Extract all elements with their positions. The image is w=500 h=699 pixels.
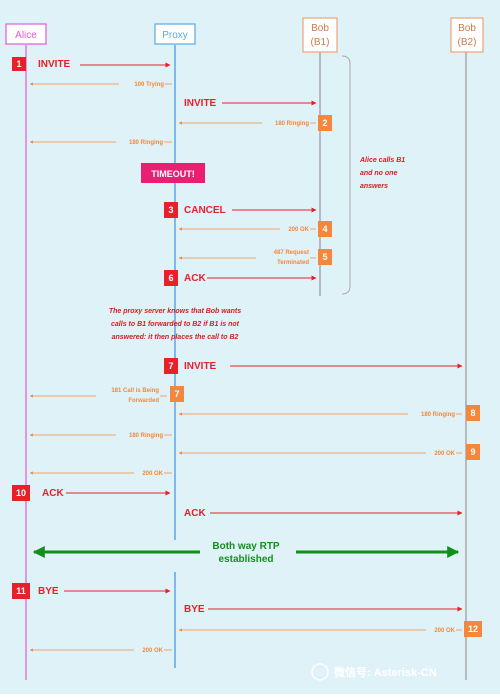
badge-9 [466,444,480,460]
badge-6 [164,270,178,286]
participant-alice: Alice [5,23,47,45]
badge-4 [318,221,332,237]
badge-1-label: 1 [16,59,21,69]
msg-100-trying: 100 Trying [134,82,164,88]
badge-3-label: 3 [168,205,173,215]
badge-8 [466,405,480,421]
badge-8-label: 8 [470,408,475,418]
participant-proxy: Proxy [154,23,196,45]
msg-ack-alice: ACK [42,488,64,499]
badge-12 [464,621,482,637]
msg-200-ok-alice: 200 OK [142,471,163,477]
badge-7-label: 7 [168,361,173,371]
msg-200-ok-bye-alice: 200 OK [142,648,163,654]
note-alice-calls-line2: and no one [360,170,397,177]
participant-bob2: Bob (B2) [450,17,484,53]
note-bracket [341,55,351,295]
msg-invite-1: INVITE [38,59,71,70]
rtp-label-line1: Both way RTP [212,541,280,552]
badge-11-label: 11 [16,586,26,596]
msg-180-ringing-b1: 180 Ringing [275,121,309,127]
participant-bob1: Bob (B1) [302,17,338,53]
note-proxy-line2: calls to B1 forwarded to B2 if B1 is not [111,321,240,328]
badge-12-label: 12 [468,624,478,634]
badge-10-label: 10 [16,488,26,498]
rtp-label-line2: established [218,554,273,565]
msg-181-line2: Forwarded [128,398,159,404]
badge-2-label: 2 [322,118,327,128]
msg-invite-2: INVITE [184,98,217,109]
wechat-icon [311,663,329,681]
note-proxy-line3: answered: it then places the call to B2 [112,334,239,341]
badge-7-orange [170,386,184,402]
msg-180-ringing-b2: 180 Ringing [421,412,455,418]
msg-200-ok-b2: 200 OK [434,451,455,457]
msg-invite-b2: INVITE [184,361,217,372]
bob1-label-line1: Bob [311,23,329,34]
badge-9-label: 9 [470,447,475,457]
msg-180-ringing-alice: 180 Ringing [129,140,163,146]
badge-2 [318,115,332,131]
badge-11 [12,583,30,599]
badge-5 [318,249,332,265]
bob1-label-line2: (B1) [311,37,330,48]
note-alice-calls-line1: Alice calls B1 [359,157,405,164]
msg-487-line2: Terminated [277,260,309,266]
msg-200-ok-bye: 200 OK [434,628,455,634]
badge-10 [12,485,30,501]
note-proxy-line1: The proxy server knows that Bob wants [109,308,241,315]
msg-ack-b2: ACK [184,508,206,519]
proxy-label: Proxy [162,30,188,41]
badge-1 [12,57,26,71]
badge-7 [164,358,178,374]
msg-200-ok-cancel: 200 OK [288,227,309,233]
bob2-label-line1: Bob [458,23,476,34]
badge-4-label: 4 [322,224,327,234]
watermark: 微信号: Asterisk-CN [311,663,437,681]
badge-5-label: 5 [322,252,327,262]
timeout-label: TIMEOUT! [151,169,195,179]
watermark-text: 微信号: Asterisk-CN [333,665,437,679]
msg-487-line1: 487 Request [274,250,309,256]
bob2-label-line2: (B2) [458,37,477,48]
msg-bye-b2: BYE [184,604,205,615]
msg-ack-1: ACK [184,273,206,284]
timeout-box [141,163,205,183]
badge-6-label: 6 [168,273,173,283]
msg-bye-alice: BYE [38,586,59,597]
msg-181-line1: 181 Call is Being [111,388,159,394]
note-alice-calls-line3: answers [360,183,388,190]
msg-180-ringing-alice-2: 180 Ringing [129,433,163,439]
msg-cancel: CANCEL [184,205,226,216]
badge-3 [164,202,178,218]
badge-7-orange-label: 7 [174,389,179,399]
alice-label: Alice [15,30,37,41]
